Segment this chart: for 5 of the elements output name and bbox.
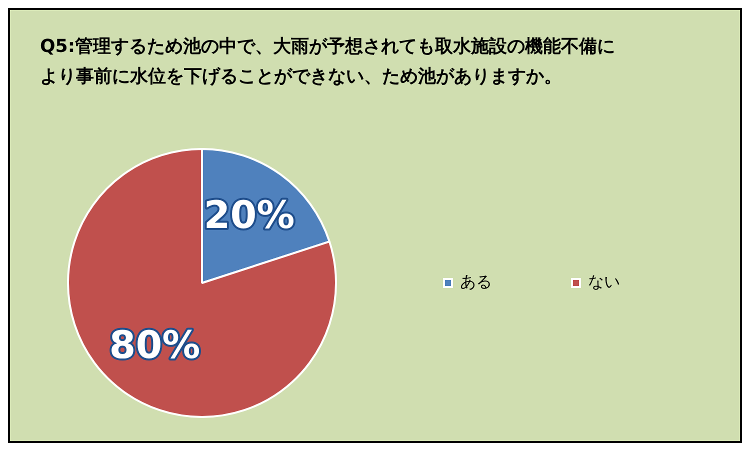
data-label: 80% — [109, 322, 200, 367]
chart-title: Q5:管理するため池の中で、大雨が予想されても取水施設の機能不備により事前に水位を下げることができない、ため池がありますか。 — [40, 35, 616, 89]
legend-label: ない — [588, 272, 620, 292]
data-label: 20% — [204, 192, 295, 237]
legend-label: ある — [460, 272, 492, 292]
